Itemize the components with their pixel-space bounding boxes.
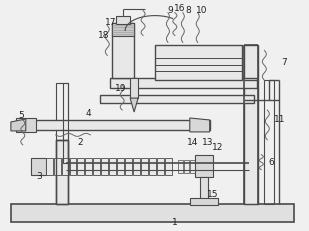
Bar: [61, 158, 69, 175]
Bar: [178, 160, 183, 173]
Text: 2: 2: [78, 138, 83, 147]
Bar: [109, 158, 116, 175]
Bar: [130, 78, 138, 98]
Bar: [56, 140, 68, 204]
Bar: [141, 158, 148, 175]
Text: 17: 17: [104, 18, 116, 27]
Bar: [56, 83, 68, 140]
Text: 7: 7: [281, 58, 287, 67]
Bar: [264, 80, 274, 204]
Bar: [93, 158, 100, 175]
Bar: [78, 158, 84, 175]
Bar: [112, 23, 134, 36]
Text: 14: 14: [187, 138, 198, 147]
Bar: [62, 83, 68, 163]
Text: 1: 1: [172, 218, 178, 227]
Polygon shape: [130, 98, 138, 112]
Bar: [149, 158, 156, 175]
Text: 8: 8: [185, 6, 191, 15]
Bar: [125, 158, 132, 175]
Polygon shape: [16, 118, 36, 132]
Text: 15: 15: [207, 190, 218, 199]
Text: 12: 12: [212, 143, 223, 152]
Bar: [155, 46, 243, 80]
Bar: [133, 158, 140, 175]
Bar: [165, 158, 172, 175]
Text: 5: 5: [18, 110, 24, 119]
Text: 18: 18: [98, 31, 109, 40]
Bar: [184, 160, 189, 173]
Bar: [110, 78, 257, 88]
Text: 16: 16: [174, 4, 186, 13]
Bar: [56, 140, 68, 204]
Text: 11: 11: [273, 116, 285, 125]
Polygon shape: [190, 118, 210, 132]
Text: 6: 6: [269, 158, 274, 167]
Text: 13: 13: [202, 138, 214, 147]
Bar: [101, 158, 108, 175]
Bar: [244, 46, 258, 204]
Text: 4: 4: [86, 109, 91, 118]
Bar: [31, 158, 46, 175]
Bar: [157, 158, 164, 175]
Bar: [195, 155, 213, 177]
Bar: [200, 177, 208, 201]
Bar: [11, 204, 294, 222]
Bar: [16, 120, 210, 130]
Bar: [190, 198, 218, 205]
Bar: [70, 158, 76, 175]
Text: 3: 3: [36, 172, 42, 181]
Bar: [196, 160, 201, 173]
Bar: [85, 158, 92, 175]
Bar: [112, 23, 134, 78]
Bar: [116, 16, 130, 24]
Bar: [190, 160, 195, 173]
Bar: [117, 158, 124, 175]
Text: 19: 19: [114, 84, 126, 93]
Text: 9: 9: [167, 6, 173, 15]
Bar: [100, 95, 254, 103]
Bar: [46, 158, 53, 175]
Polygon shape: [11, 119, 26, 131]
Bar: [53, 158, 61, 175]
Text: 10: 10: [196, 6, 207, 15]
